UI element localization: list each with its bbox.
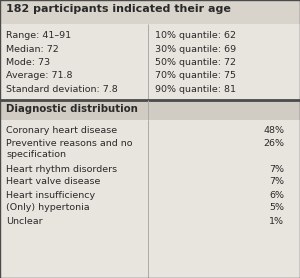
Text: 1%: 1% [269,217,284,225]
Text: Unclear: Unclear [6,217,43,225]
Bar [0,100,300,120]
Bar [0,24,300,100]
Text: Diagnostic distribution: Diagnostic distribution [6,104,138,114]
Text: Preventive reasons and no
specification: Preventive reasons and no specification [6,139,133,159]
Text: 26%: 26% [263,139,284,148]
Text: Average: 71.8: Average: 71.8 [6,71,73,81]
Text: Range: 41–91: Range: 41–91 [6,31,71,40]
Text: 48%: 48% [263,126,284,135]
Text: Heart valve disease: Heart valve disease [6,177,100,187]
Text: Heart rhythm disorders: Heart rhythm disorders [6,165,117,173]
Text: 5%: 5% [269,203,284,212]
Text: 182 participants indicated their age: 182 participants indicated their age [6,4,231,14]
Text: Standard deviation: 7.8: Standard deviation: 7.8 [6,85,118,94]
Text: 6%: 6% [269,190,284,200]
Text: Heart insufficiency: Heart insufficiency [6,190,95,200]
Text: 10% quantile: 62: 10% quantile: 62 [155,31,236,40]
Text: Median: 72: Median: 72 [6,44,59,53]
Bar [0,120,300,278]
Text: Mode: 73: Mode: 73 [6,58,50,67]
Text: 30% quantile: 69: 30% quantile: 69 [155,44,236,53]
Bar [0,0,300,24]
Text: 7%: 7% [269,177,284,187]
Text: 70% quantile: 75: 70% quantile: 75 [155,71,236,81]
Text: Coronary heart disease: Coronary heart disease [6,126,117,135]
Text: 90% quantile: 81: 90% quantile: 81 [155,85,236,94]
Text: 7%: 7% [269,165,284,173]
Text: (Only) hypertonia: (Only) hypertonia [6,203,90,212]
Text: 50% quantile: 72: 50% quantile: 72 [155,58,236,67]
